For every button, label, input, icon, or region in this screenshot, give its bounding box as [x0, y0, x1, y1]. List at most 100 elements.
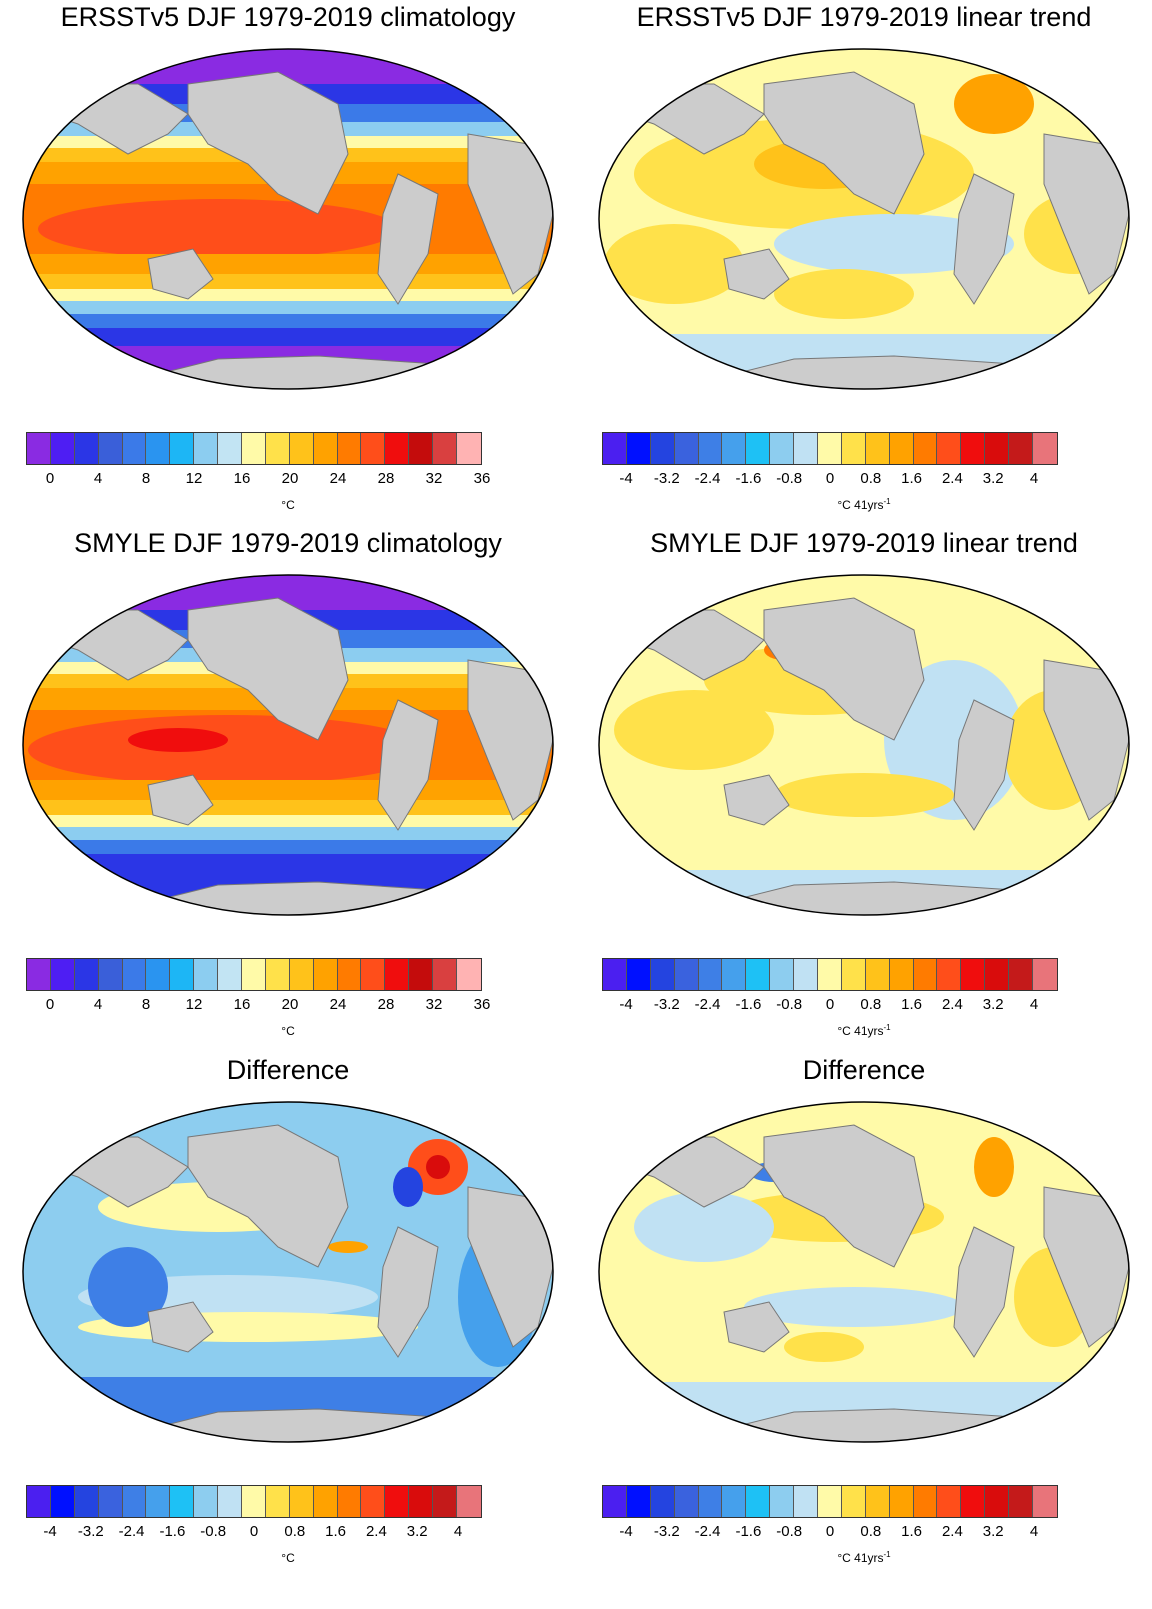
- colorbar-swatch: [337, 1486, 362, 1517]
- colorbar-swatch: [746, 433, 771, 464]
- colorbar-tick-label: -1.6: [159, 1523, 186, 1540]
- colorbar-tick-label: 0.8: [284, 1523, 306, 1540]
- map-ersst-trend: [598, 48, 1130, 390]
- colorbar-tick-label: 36: [473, 470, 491, 487]
- colorbar-unit-label: °C 41yrs-1: [837, 497, 891, 512]
- colorbar-swatch: [433, 1486, 458, 1517]
- colorbar-unit-label: °C 41yrs-1: [837, 1550, 891, 1565]
- map-difference-climatology: [22, 1101, 554, 1443]
- colorbar-ticks: 0 4 8 12 16 20 24 28 32 36: [26, 996, 491, 1018]
- colorbar-unit-label: °C: [281, 498, 295, 512]
- colorbar-tick-label: -3.2: [653, 996, 680, 1013]
- colorbar-tick-label: 36: [473, 996, 491, 1013]
- colorbar-tick-label: 28: [377, 470, 395, 487]
- colorbar-swatch: [650, 1486, 675, 1517]
- colorbar-swatch: [674, 433, 699, 464]
- colorbar-swatch: [27, 1486, 51, 1517]
- colorbar-tick-label: 4: [1029, 470, 1039, 487]
- map-smyle-trend: [598, 574, 1130, 916]
- colorbar-tick-label: 28: [377, 996, 395, 1013]
- colorbar-tick-label: 12: [185, 470, 203, 487]
- panel-ersst-climatology: ERSSTv5 DJF 1979-2019 climatology: [0, 0, 576, 536]
- colorbar-swatch: [361, 433, 386, 464]
- colorbar-tick-label: 24: [329, 470, 347, 487]
- colorbar-swatch: [626, 959, 651, 990]
- colorbar-swatch: [1009, 433, 1034, 464]
- colorbar-swatch: [913, 959, 938, 990]
- panel-title: ERSSTv5 DJF 1979-2019 climatology: [60, 2, 516, 32]
- colorbar-tick-label: -2.4: [118, 1523, 145, 1540]
- colorbar-tick-label: -4: [619, 470, 633, 487]
- colorbar-tick-label: 4: [93, 996, 103, 1013]
- colorbar-tick-label: -3.2: [653, 1523, 680, 1540]
- colorbar-tick-label: 2.4: [941, 470, 963, 487]
- colorbar-swatch: [146, 1486, 171, 1517]
- colorbar-swatch: [242, 1486, 266, 1517]
- colorbar-swatch: [50, 433, 75, 464]
- colorbar-swatch: [457, 959, 481, 990]
- colorbar-tick-label: -1.6: [735, 470, 762, 487]
- colorbar-swatch: [961, 959, 986, 990]
- colorbar-swatch: [770, 433, 795, 464]
- colorbar-tick-label: 1.6: [325, 1523, 347, 1540]
- colorbar-swatch: [409, 959, 434, 990]
- colorbar-swatch: [650, 959, 675, 990]
- colorbar-swatch: [265, 433, 290, 464]
- colorbar-swatch: [865, 433, 890, 464]
- colorbar-tick-label: 32: [425, 470, 443, 487]
- colorbar-swatch: [170, 433, 195, 464]
- colorbar: [602, 958, 1058, 991]
- panel-difference-climatology: Difference -4 -3.2 -2.4 -1.6 -0.8 0 0.8 1.6 2.4 3…: [0, 1053, 576, 1589]
- colorbar-unit-label: °C: [281, 1551, 295, 1565]
- colorbar-tick-label: 24: [329, 996, 347, 1013]
- colorbar-swatch: [889, 433, 914, 464]
- colorbar-tick-label: 3.2: [406, 1523, 428, 1540]
- colorbar-tick-label: 0: [825, 996, 835, 1013]
- colorbar-swatch: [122, 433, 147, 464]
- colorbar-swatch: [146, 433, 171, 464]
- colorbar-tick-label: 2.4: [941, 1523, 963, 1540]
- colorbar-swatch: [889, 959, 914, 990]
- colorbar-swatch: [603, 433, 627, 464]
- colorbar-tick-label: 0: [249, 1523, 259, 1540]
- colorbar-swatch: [961, 1486, 986, 1517]
- colorbar-tick-label: 20: [281, 470, 299, 487]
- colorbar-swatch: [27, 433, 51, 464]
- colorbar-swatch: [722, 433, 747, 464]
- colorbar-tick-label: 3.2: [982, 996, 1004, 1013]
- colorbar-tick-label: 12: [185, 996, 203, 1013]
- map-ersst-climatology: [22, 48, 554, 390]
- colorbar: [26, 958, 482, 991]
- colorbar-swatch: [889, 1486, 914, 1517]
- colorbar-swatch: [841, 959, 866, 990]
- colorbar-swatch: [98, 433, 123, 464]
- colorbar-swatch: [937, 959, 962, 990]
- colorbar-swatch: [50, 959, 75, 990]
- colorbar-swatch: [218, 433, 243, 464]
- colorbar-swatch: [50, 1486, 75, 1517]
- colorbar-tick-label: 8: [141, 470, 151, 487]
- colorbar-swatch: [650, 433, 675, 464]
- colorbar-swatch: [603, 959, 627, 990]
- colorbar: [26, 432, 482, 465]
- colorbar-swatch: [746, 1486, 771, 1517]
- colorbar-tick-label: 0: [45, 996, 55, 1013]
- colorbar-swatch: [457, 1486, 481, 1517]
- colorbar-swatch: [337, 959, 362, 990]
- colorbar-ticks: -4 -3.2 -2.4 -1.6 -0.8 0 0.8 1.6 2.4 3.2 4: [602, 470, 1058, 492]
- colorbar-tick-label: 1.6: [901, 996, 923, 1013]
- panel-title: Difference: [802, 1055, 926, 1085]
- colorbar-swatch: [289, 433, 314, 464]
- colorbar-swatch: [361, 959, 386, 990]
- colorbar-tick-label: -0.8: [776, 996, 803, 1013]
- colorbar-swatch: [626, 433, 651, 464]
- map-smyle-climatology: [22, 574, 554, 916]
- colorbar-tick-label: 0.8: [860, 470, 882, 487]
- colorbar-tick-label: 2.4: [365, 1523, 387, 1540]
- colorbar-swatch: [457, 433, 481, 464]
- colorbar-swatch: [770, 959, 795, 990]
- panel-difference-trend: Difference -4 -3.2 -2.4 -1.6 -0.8 0 0.8 1.6 2.4 3…: [576, 1053, 1152, 1589]
- colorbar-swatch: [122, 959, 147, 990]
- colorbar-ticks: -4 -3.2 -2.4 -1.6 -0.8 0 0.8 1.6 2.4 3.2 4: [602, 1523, 1058, 1545]
- colorbar-tick-label: 0: [825, 470, 835, 487]
